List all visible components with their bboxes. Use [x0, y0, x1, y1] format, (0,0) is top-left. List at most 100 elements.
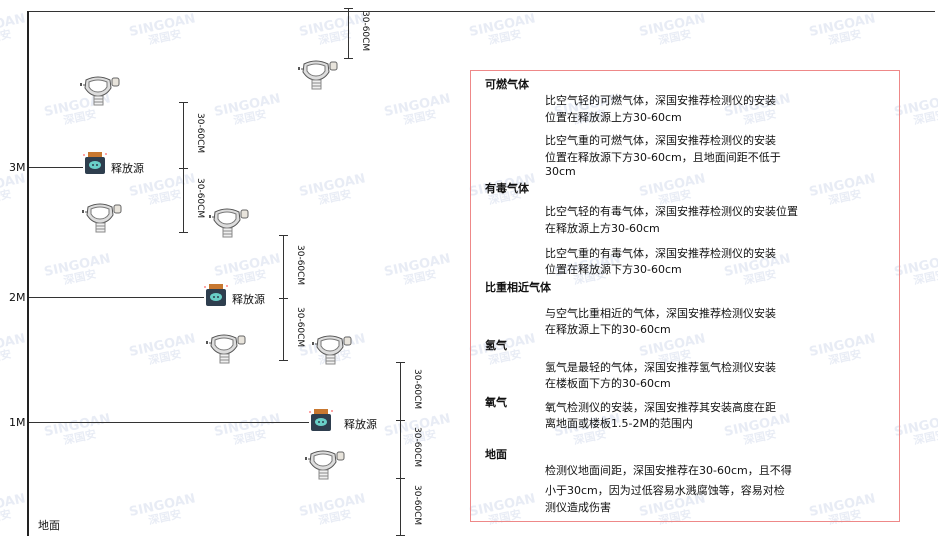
- note-text: 位置在释放源下方30-60cm，且地面间距不低于: [545, 151, 781, 164]
- watermark-cn: 深国安: [62, 427, 98, 448]
- dimension-line: [400, 420, 401, 478]
- watermark-brand: SINGOAN: [0, 11, 27, 40]
- watermark-cn: 深国安: [657, 27, 693, 48]
- note-text: 氢气是最轻的气体，深国安推荐氢气检测仪安装: [545, 361, 776, 374]
- watermark-brand: SINGOAN: [212, 91, 282, 120]
- watermark-cn: 深国安: [0, 507, 13, 528]
- dimension-tick: [344, 58, 353, 59]
- gas-detector-icon: [303, 448, 345, 484]
- gas-detector-icon: [204, 332, 246, 368]
- watermark-cn: 深国安: [402, 107, 438, 128]
- dimension-tick: [179, 168, 188, 169]
- watermark-cn: 深国安: [62, 267, 98, 288]
- note-text: 比空气轻的可燃气体，深国安推荐检测仪的安装: [545, 94, 776, 107]
- note-text: 在释放源上方30-60cm: [545, 222, 660, 235]
- notes-panel: [470, 70, 900, 522]
- watermark-cn: 深国安: [912, 107, 938, 128]
- dimension-tick: [279, 235, 288, 236]
- dimension-tick: [344, 8, 353, 9]
- gas-detector-icon: [78, 74, 120, 110]
- level-1m-line: [29, 422, 309, 423]
- watermark-cn: 深国安: [912, 267, 938, 288]
- note-text: 氧气检测仪的安装，深国安推荐其安装高度在距: [545, 401, 776, 414]
- note-text: 小于30cm，因为过低容易水溅腐蚀等，容易对检: [545, 484, 785, 497]
- dimension-label: 30-60CM: [412, 369, 422, 410]
- gas-detector-icon: [296, 58, 338, 94]
- watermark-brand: SINGOAN: [297, 171, 367, 200]
- release-source-label: 释放源: [111, 162, 144, 175]
- dimension-line: [283, 298, 284, 360]
- ground-label: 地面: [38, 519, 60, 532]
- watermark-cn: 深国安: [0, 27, 13, 48]
- dimension-tick: [179, 102, 188, 103]
- dimension-tick: [279, 298, 288, 299]
- watermark-brand: SINGOAN: [127, 491, 197, 520]
- level-3m-line: [29, 167, 83, 168]
- dimension-label: 30-60CM: [195, 178, 205, 219]
- note-heading-toxic: 有毒气体: [485, 182, 529, 195]
- ceiling-line: [27, 11, 935, 12]
- dimension-tick: [396, 478, 405, 479]
- watermark-brand: SINGOAN: [637, 11, 707, 40]
- note-heading-similar: 比重相近气体: [485, 281, 551, 294]
- dimension-label: 30-60CM: [295, 244, 305, 285]
- watermark-brand: SINGOAN: [42, 251, 112, 280]
- note-text: 离地面或楼板1.5-2M的范围内: [545, 417, 693, 430]
- dimension-tick: [279, 360, 288, 361]
- level-3m-label: 3M: [9, 161, 26, 174]
- dimension-line: [348, 8, 349, 58]
- dimension-label: 30-60CM: [195, 113, 205, 154]
- dimension-line: [283, 235, 284, 298]
- dimension-label: 30-60CM: [412, 427, 422, 468]
- watermark-cn: 深国安: [317, 507, 353, 528]
- watermark-brand: SINGOAN: [297, 11, 367, 40]
- gas-detector-icon: [310, 333, 352, 369]
- watermark-cn: 深国安: [402, 267, 438, 288]
- watermark-cn: 深国安: [317, 187, 353, 208]
- watermark-cn: 深国安: [232, 427, 268, 448]
- note-heading-ground: 地面: [485, 448, 507, 461]
- dimension-tick: [396, 535, 405, 536]
- watermark-brand: SINGOAN: [297, 491, 367, 520]
- release-source-icon: [309, 408, 333, 436]
- dimension-line: [400, 362, 401, 420]
- dimension-line: [183, 102, 184, 168]
- note-text: 比空气重的可燃气体，深国安推荐检测仪的安装: [545, 134, 776, 147]
- note-text: 测仪造成伤害: [545, 501, 611, 514]
- note-heading-flammable: 可燃气体: [485, 78, 529, 91]
- note-heading-hydrogen: 氢气: [485, 339, 507, 352]
- note-text: 位置在释放源上方30-60cm: [545, 111, 682, 124]
- watermark-cn: 深国安: [147, 347, 183, 368]
- watermark-cn: 深国安: [147, 507, 183, 528]
- wall-line: [27, 11, 29, 536]
- release-source-icon: [83, 151, 107, 179]
- level-2m-label: 2M: [9, 291, 26, 304]
- watermark-brand: SINGOAN: [127, 171, 197, 200]
- dimension-tick: [179, 232, 188, 233]
- watermark-brand: SINGOAN: [42, 411, 112, 440]
- note-text: 30cm: [545, 165, 576, 178]
- watermark-cn: 深国安: [0, 347, 13, 368]
- watermark-cn: 深国安: [0, 187, 13, 208]
- watermark-brand: SINGOAN: [127, 331, 197, 360]
- watermark-cn: 深国安: [147, 187, 183, 208]
- watermark-brand: SINGOAN: [0, 331, 27, 360]
- watermark-brand: SINGOAN: [382, 251, 452, 280]
- watermark-cn: 深国安: [232, 107, 268, 128]
